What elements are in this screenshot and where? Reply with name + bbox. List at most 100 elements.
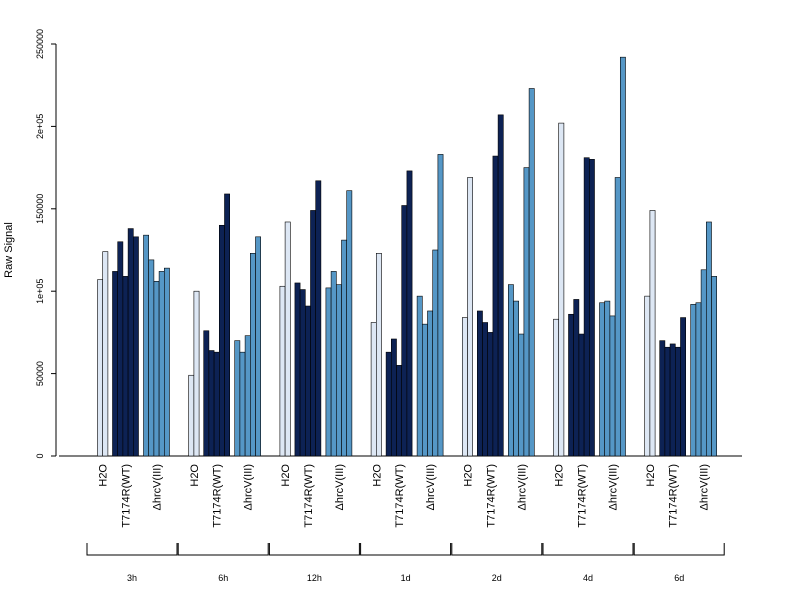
y-axis: 0 50000 1e+05 150000 2e+05 250000 (35, 29, 57, 459)
bar (188, 374, 195, 457)
bar (315, 180, 322, 457)
bar (158, 271, 165, 457)
condition-label: ΔhrcV(III) (425, 464, 437, 510)
bar (385, 351, 392, 457)
group-label-6h: 6h (218, 573, 228, 583)
group-bracket (360, 543, 452, 556)
condition-label: T7174R(WT) (303, 464, 315, 528)
condition-label: ΔhrcV(III) (608, 464, 620, 510)
bar-group-1d (370, 154, 444, 457)
bar (148, 259, 155, 457)
bar (690, 304, 697, 457)
bar (255, 236, 261, 457)
bar-group-6d (644, 210, 717, 457)
group-bracket (268, 543, 360, 556)
bar (568, 313, 574, 457)
bar (528, 88, 535, 457)
y-tick-label: 1e+05 (35, 279, 45, 304)
y-tick-label: 0 (35, 453, 45, 458)
bar (375, 253, 382, 457)
y-axis-label: Raw Signal (3, 222, 15, 278)
bar (304, 305, 311, 457)
group-label-1d: 1d (401, 573, 411, 583)
bar-group-2d (461, 88, 535, 457)
bar (244, 335, 251, 457)
group-label-12h: 12h (307, 573, 322, 583)
bar (649, 210, 656, 457)
bar (523, 167, 530, 457)
bar (133, 236, 139, 457)
bar (416, 295, 423, 457)
group-bracket (542, 543, 634, 556)
y-tick-label: 250000 (35, 29, 45, 59)
y-tick-label: 150000 (35, 194, 45, 224)
condition-label: H2O (280, 464, 292, 487)
group-brackets: 3h 6h 12h 1d 2d 4d 6d (86, 543, 725, 583)
bar (401, 205, 408, 457)
bar (234, 340, 241, 457)
bar (97, 279, 103, 457)
bar (330, 271, 337, 457)
condition-label: H2O (189, 464, 201, 487)
bar (513, 300, 519, 457)
bar-group-12h (279, 180, 353, 457)
bar (219, 224, 225, 457)
group-label-3h: 3h (127, 573, 137, 583)
bar (497, 114, 504, 457)
condition-label: H2O (554, 464, 566, 487)
condition-label: T7174R(WT) (485, 464, 497, 528)
group-bracket (633, 543, 725, 556)
bar (669, 343, 676, 457)
bar (112, 271, 118, 457)
condition-label: H2O (645, 464, 657, 487)
bar-group-3h (97, 228, 170, 457)
bar (659, 340, 666, 457)
bar (335, 284, 342, 457)
condition-label: ΔhrcV(III) (334, 464, 346, 510)
bar (476, 310, 483, 457)
bar (518, 333, 525, 457)
bar (705, 221, 712, 457)
bar (117, 241, 124, 457)
bar (664, 346, 671, 457)
bar-group-6h (188, 193, 261, 457)
bar (674, 346, 681, 457)
bar (406, 170, 413, 457)
condition-labels: H2O T7174R(WT) ΔhrcV(III) H2O T7174R(WT) Δhrc… (98, 464, 711, 528)
group-bracket (86, 543, 178, 556)
bar (250, 253, 256, 457)
group-label-2d: 2d (492, 573, 502, 583)
y-tick-label: 2e+05 (35, 114, 45, 139)
bar (421, 323, 428, 457)
condition-label: T7174R(WT) (121, 464, 133, 528)
bar (102, 251, 109, 457)
bar (193, 290, 200, 457)
bar (299, 289, 306, 457)
bar (127, 228, 134, 457)
group-bracket (451, 543, 543, 556)
bar (279, 285, 286, 457)
bar (143, 234, 149, 457)
bar (370, 322, 377, 457)
bar (553, 318, 559, 457)
bar (619, 56, 626, 457)
bar (695, 302, 702, 457)
bar (588, 159, 595, 457)
bar (507, 284, 514, 457)
bar (239, 351, 246, 457)
group-bracket (177, 543, 269, 556)
bar (153, 281, 160, 457)
bar (583, 157, 590, 457)
bar (700, 269, 707, 457)
condition-label: ΔhrcV(III) (152, 464, 164, 510)
bar (482, 322, 488, 457)
bar (487, 332, 494, 457)
condition-label: T7174R(WT) (212, 464, 224, 528)
bar (390, 338, 397, 457)
bar (599, 302, 605, 457)
bar (573, 299, 580, 457)
condition-label: T7174R(WT) (394, 464, 406, 528)
bar (325, 287, 332, 457)
bar (203, 330, 210, 457)
